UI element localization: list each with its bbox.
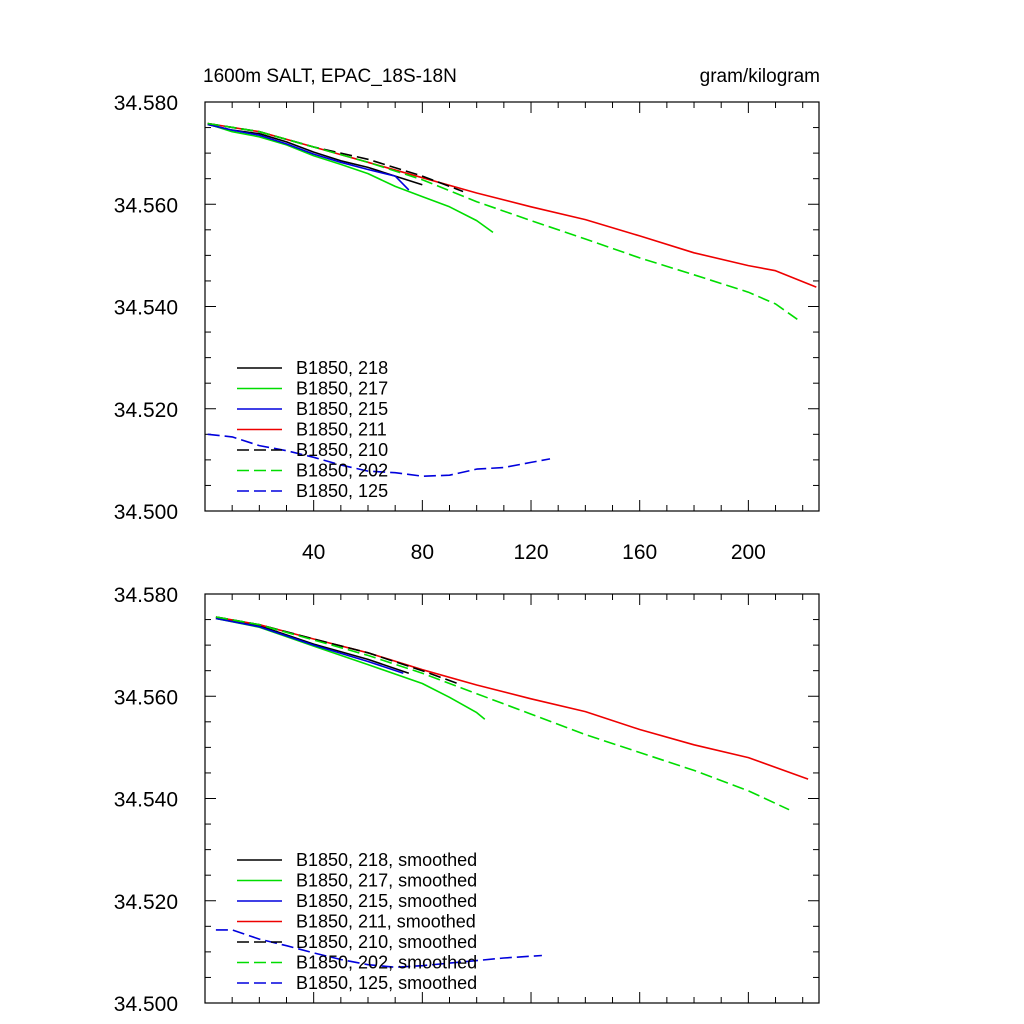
series-line-6 bbox=[215, 616, 790, 811]
units-label: gram/kilogram bbox=[700, 66, 820, 87]
series-line-6 bbox=[207, 122, 798, 320]
y-tick-label: 34.540 bbox=[114, 297, 178, 320]
legend-label: B1850, 210, smoothed bbox=[296, 932, 477, 952]
y-tick-label: 34.500 bbox=[114, 993, 178, 1016]
legend-label: B1850, 215, smoothed bbox=[296, 891, 477, 911]
legend-label: B1850, 211 bbox=[296, 420, 387, 440]
y-tick-label: 34.520 bbox=[114, 399, 178, 422]
legend-label: B1850, 211, smoothed bbox=[296, 912, 476, 932]
series-line-7 bbox=[207, 433, 551, 478]
legend-label: B1850, 125 bbox=[296, 481, 388, 501]
x-tick-label: 160 bbox=[622, 541, 657, 564]
x-tick-label: 80 bbox=[411, 541, 434, 564]
y-tick-label: 34.520 bbox=[114, 891, 178, 914]
bottom-panel: 34.500 34.520 34.540 34.560 34.580 B1850, 218… bbox=[114, 584, 820, 1016]
legend-label: B1850, 218 bbox=[296, 358, 388, 378]
series-line-3 bbox=[207, 123, 410, 191]
x-tick-label: 120 bbox=[513, 541, 548, 564]
legend-label: B1850, 210 bbox=[296, 440, 388, 460]
legend-label: B1850, 202, smoothed bbox=[296, 953, 477, 973]
series-line-3 bbox=[215, 617, 404, 674]
chart-title: 1600m SALT, EPAC_18S-18N bbox=[203, 66, 457, 87]
legend-label: B1850, 217, smoothed bbox=[296, 871, 477, 891]
top-panel: 1600m SALT, EPAC_18S-18N gram/kilogram 3… bbox=[114, 66, 820, 564]
series-line-7 bbox=[215, 929, 542, 969]
y-tick-label: 34.500 bbox=[114, 501, 178, 524]
series-line-2 bbox=[215, 617, 486, 720]
y-tick-label: 34.560 bbox=[114, 686, 178, 709]
x-tick-label: 40 bbox=[302, 541, 325, 564]
y-tick-label: 34.560 bbox=[114, 194, 178, 217]
legend-label: B1850, 215 bbox=[296, 399, 388, 419]
x-tick-label: 200 bbox=[731, 541, 766, 564]
y-tick-label: 34.540 bbox=[114, 789, 178, 812]
legend-label: B1850, 202 bbox=[296, 461, 388, 481]
legend-label: B1850, 218, smoothed bbox=[296, 850, 477, 870]
y-tick-label: 34.580 bbox=[114, 92, 178, 115]
y-tick-label: 34.580 bbox=[114, 584, 178, 607]
series-line-2 bbox=[207, 123, 494, 234]
legend-label: B1850, 217 bbox=[296, 379, 388, 399]
legend-label: B1850, 125, smoothed bbox=[296, 973, 477, 993]
